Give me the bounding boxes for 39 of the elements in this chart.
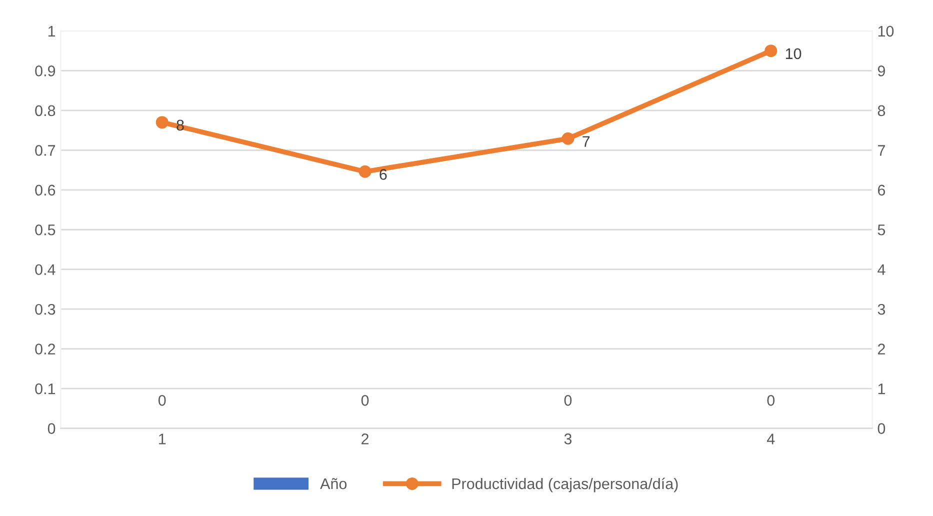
y-tick-label: 0.2 [35, 344, 56, 354]
point [562, 132, 574, 145]
point [358, 165, 372, 178]
y2-tick-label: 8 [878, 105, 886, 116]
x-tick-label: 2 [362, 434, 369, 444]
y-tick-label: 0.6 [35, 184, 56, 196]
y2-tick-label: 7 [878, 145, 885, 156]
data-label: 7 [582, 136, 590, 147]
x-tick-label: 4 [766, 434, 775, 444]
y2-tick-label: 1 [878, 384, 885, 394]
y2-tick-label: 0 [878, 423, 886, 434]
data-label: 0 [564, 394, 572, 406]
y-tick-label: 0.9 [35, 66, 56, 76]
y2-tick-label: 10 [878, 26, 894, 37]
data-label: 0 [361, 394, 369, 406]
y-tick-label: 1 [48, 26, 56, 36]
y2-tick-label: 4 [878, 264, 886, 275]
y-tick-label: 0.5 [35, 224, 56, 236]
legend-label: Productividad (cajas/persona/día) [452, 478, 678, 492]
data-label: 6 [380, 169, 387, 180]
data-label: 0 [767, 394, 775, 406]
data-label: 10 [786, 48, 802, 60]
x-tick-label: 3 [564, 434, 572, 444]
y-tick-label: 0.1 [35, 383, 56, 394]
legend-label: Año [320, 478, 347, 490]
data-label: 0 [158, 394, 166, 406]
y2-tick-label: 5 [878, 224, 886, 236]
x-tick-label: 1 [159, 434, 166, 444]
y2-tick-label: 9 [878, 66, 885, 76]
y-tick-label: 0.7 [35, 145, 56, 156]
y2-tick-label: 6 [878, 184, 886, 196]
point [156, 116, 168, 129]
y-tick-label: 0 [48, 423, 56, 434]
y-tick-label: 0.4 [35, 264, 56, 276]
y2-tick-label: 2 [878, 344, 885, 354]
point [764, 44, 778, 58]
y-tick-label: 0.3 [35, 304, 56, 315]
y2-tick-label: 3 [878, 304, 886, 315]
y-tick-label: 0.8 [35, 105, 56, 116]
